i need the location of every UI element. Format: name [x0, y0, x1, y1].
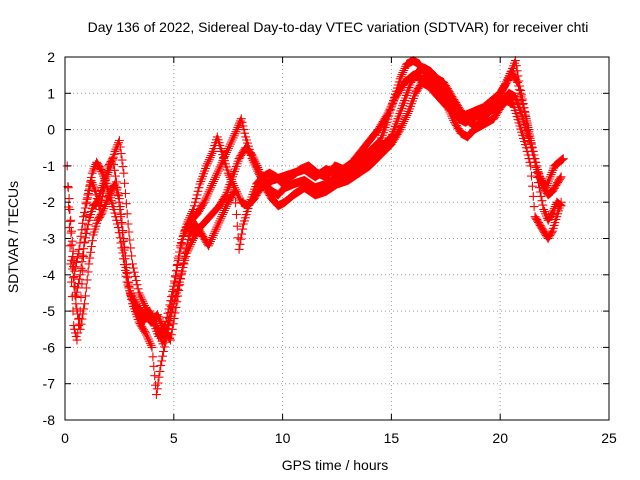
- axes-group: 0 5 10 15 20 25 -8 -7 -6 -5 -4 -3 -2 -1 0 1 2: [43, 49, 617, 446]
- y-tick-label: -6: [43, 339, 56, 355]
- data-series-group: [62, 56, 568, 400]
- y-tick-label: -7: [43, 376, 56, 392]
- y-tick-label: 0: [47, 122, 55, 138]
- y-tick-label: 2: [47, 49, 55, 65]
- y-axis-label: SDTVAR / TECUs: [5, 181, 21, 293]
- x-tick-label: 5: [170, 430, 178, 446]
- y-tick-label: 1: [47, 85, 55, 101]
- y-tick-label: -2: [43, 194, 56, 210]
- chart-title: Day 136 of 2022, Sidereal Day-to-day VTE…: [88, 19, 589, 35]
- y-tick-label: -8: [43, 412, 56, 428]
- data-series-chti-d: [63, 56, 568, 345]
- y-tick-label: -3: [43, 231, 56, 247]
- x-axis-label: GPS time / hours: [282, 457, 389, 473]
- x-tick-label: 20: [492, 430, 508, 446]
- x-tick-label: 15: [384, 430, 400, 446]
- y-tick-label: -1: [43, 158, 56, 174]
- y-tick-label: -4: [43, 267, 56, 283]
- y-tick-label: -5: [43, 303, 56, 319]
- x-tick-label: 25: [601, 430, 617, 446]
- x-tick-label: 0: [61, 430, 69, 446]
- data-series-chti-c: [66, 77, 566, 400]
- x-tick-label: 10: [275, 430, 291, 446]
